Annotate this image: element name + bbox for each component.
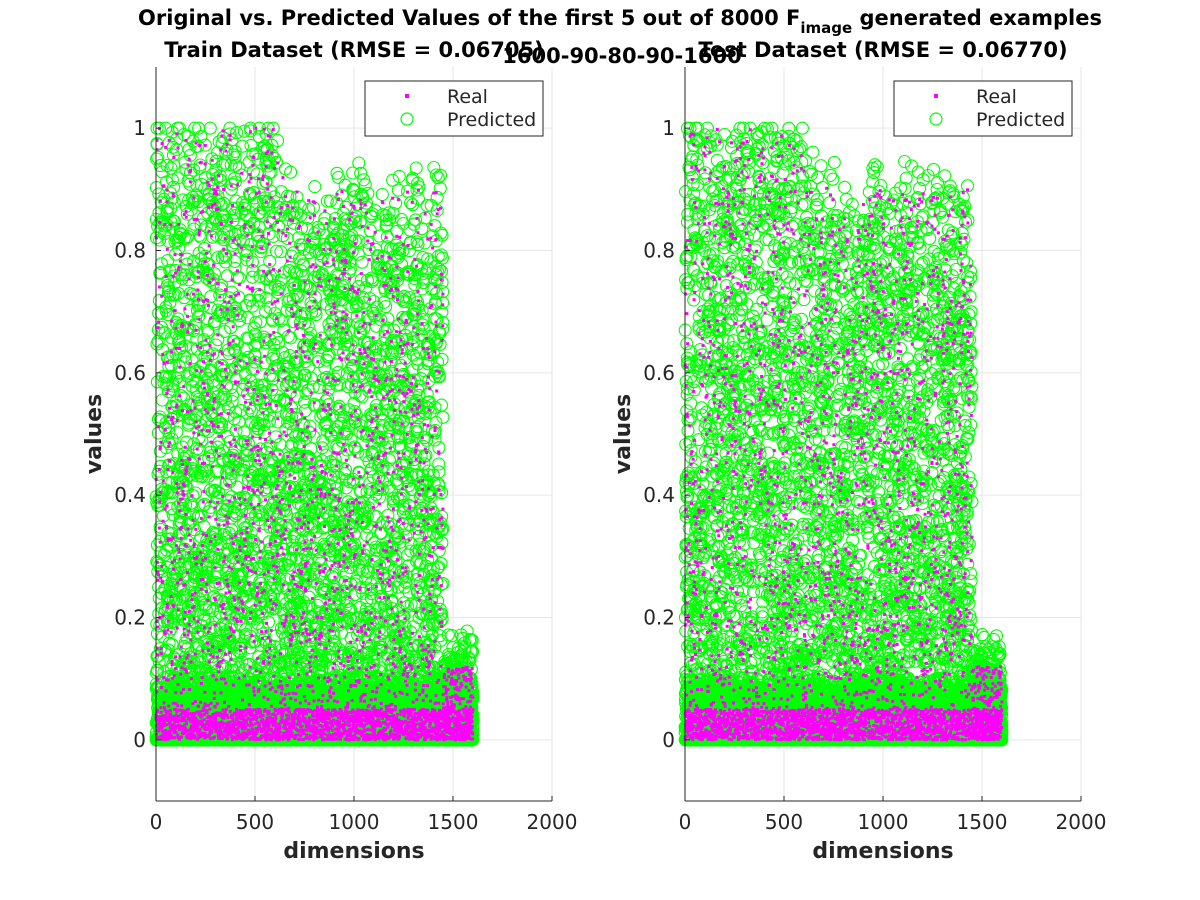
- figure-suptitle-line2: 1600-90-80-90-1600: [502, 44, 741, 68]
- predicted-point: [152, 187, 166, 201]
- predicted-point: [169, 592, 183, 606]
- predicted-point: [160, 159, 174, 173]
- predicted-point: [166, 214, 180, 228]
- predicted-point: [150, 152, 164, 166]
- predicted-point: [161, 254, 175, 268]
- predicted-point: [331, 170, 345, 184]
- predicted-point: [228, 261, 242, 275]
- predicted-point: [181, 129, 195, 143]
- predicted-point: [167, 535, 181, 549]
- predicted-point: [294, 208, 308, 222]
- predicted-point: [170, 425, 184, 439]
- predicted-point: [178, 339, 192, 353]
- predicted-point: [164, 358, 178, 372]
- predicted-point: [175, 408, 190, 422]
- predicted-point: [235, 168, 249, 182]
- predicted-point: [179, 231, 193, 245]
- predicted-point: [228, 254, 242, 268]
- predicted-point: [178, 155, 192, 169]
- suptitle-tail: generated examples: [852, 6, 1102, 30]
- predicted-point: [151, 565, 165, 579]
- predicted-point: [177, 349, 192, 363]
- suptitle-main: Original vs. Predicted Values of the fir…: [138, 6, 800, 30]
- predicted-point: [165, 331, 179, 345]
- predicted-point: [152, 121, 166, 135]
- predicted-point: [154, 266, 168, 280]
- predicted-point: [165, 432, 179, 446]
- predicted-point: [165, 637, 179, 651]
- predicted-point: [163, 532, 177, 546]
- predicted-point: [160, 279, 174, 293]
- figure-suptitle: Original vs. Predicted Values of the fir…: [138, 6, 1102, 37]
- predicted-point: [163, 607, 178, 621]
- predicted-point: [162, 426, 176, 440]
- predicted-point: [171, 500, 185, 514]
- predicted-point: [323, 194, 337, 208]
- predicted-point: [176, 612, 190, 626]
- predicted-point: [159, 300, 173, 314]
- predicted-point: [153, 159, 167, 173]
- predicted-point: [177, 391, 191, 405]
- predicted-point: [167, 269, 181, 283]
- predicted-point: [162, 369, 177, 383]
- predicted-point: [151, 150, 165, 164]
- predicted-point: [174, 389, 188, 403]
- predicted-point: [172, 241, 186, 255]
- predicted-point: [154, 522, 168, 537]
- predicted-point: [202, 601, 217, 615]
- predicted-point: [152, 464, 166, 478]
- predicted-point: [164, 215, 178, 229]
- predicted-point: [168, 406, 182, 420]
- predicted-point: [165, 173, 179, 187]
- suptitle-subscript: image: [800, 19, 852, 37]
- predicted-point: [178, 355, 193, 369]
- predicted-point: [171, 171, 185, 185]
- predicted-point: [179, 478, 193, 492]
- predicted-point: [150, 555, 164, 569]
- predicted-point: [169, 263, 183, 277]
- predicted-point: [308, 180, 322, 194]
- train-points: [149, 121, 480, 747]
- predicted-point: [154, 562, 168, 576]
